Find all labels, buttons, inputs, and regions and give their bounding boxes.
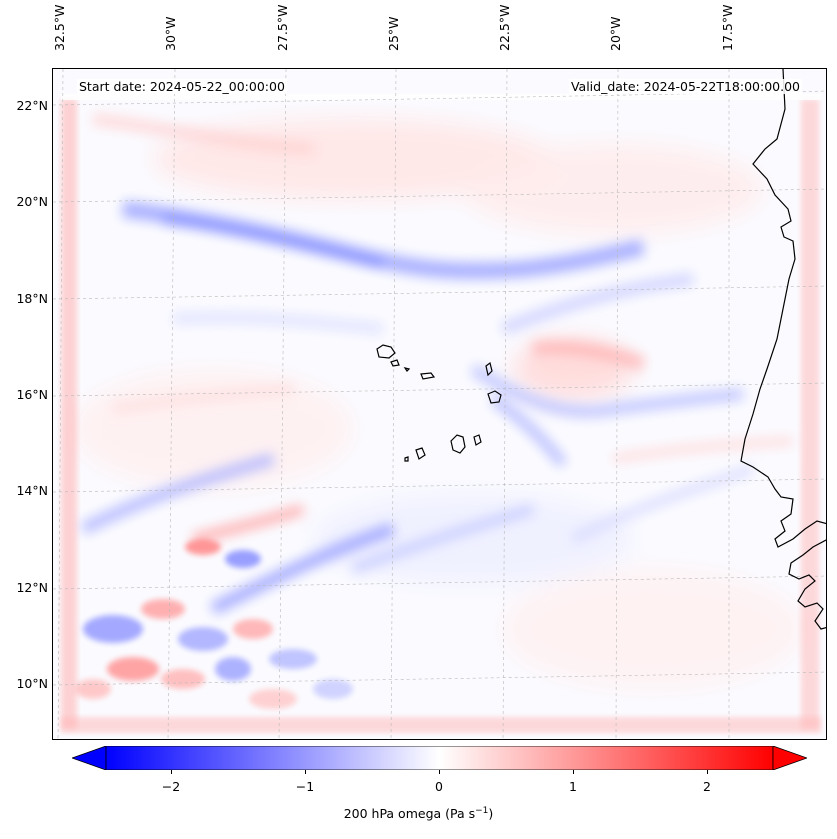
omega-field-map bbox=[53, 69, 826, 739]
lon-label-32-5w: 32.5°W bbox=[52, 4, 67, 51]
colorbar-tickmark bbox=[171, 770, 172, 774]
lon-label-17-5w: 17.5°W bbox=[720, 4, 735, 51]
downward-motion-bands bbox=[92, 113, 794, 544]
colorbar-gradient bbox=[105, 746, 774, 770]
colorbar-tickmark bbox=[305, 770, 306, 774]
lat-label-20n: 20°N bbox=[16, 194, 48, 209]
colorbar-extend-max bbox=[772, 746, 807, 770]
broad-anomalies bbox=[73, 119, 803, 689]
african-coastline bbox=[740, 69, 826, 630]
cape-verde-islands bbox=[376, 344, 502, 462]
start-date-label: Start date: 2024-05-22_00:00:00 bbox=[77, 79, 287, 94]
lon-label-22-5w: 22.5°W bbox=[497, 4, 512, 51]
lat-label-22n: 22°N bbox=[16, 98, 48, 113]
convective-noise-region bbox=[75, 539, 353, 709]
colorbar-extend-min bbox=[72, 746, 107, 770]
colorbar-tickmark bbox=[439, 770, 440, 774]
colorbar-tick-label: −1 bbox=[295, 779, 315, 794]
lat-label-14n: 14°N bbox=[16, 483, 48, 498]
valid-date-label: Valid_date: 2024-05-22T18:00:00.00 bbox=[568, 79, 802, 94]
colorbar bbox=[72, 746, 807, 770]
lon-label-25w: 25°W bbox=[386, 16, 401, 51]
colorbar-tick-label: −2 bbox=[161, 779, 181, 794]
upward-motion-bands bbox=[80, 201, 755, 615]
lat-label-12n: 12°N bbox=[16, 580, 48, 595]
colorbar-tickmark bbox=[707, 770, 708, 774]
lat-label-10n: 10°N bbox=[16, 676, 48, 691]
colorbar-tick-label: 0 bbox=[435, 779, 443, 794]
lon-label-27-5w: 27.5°W bbox=[275, 4, 290, 51]
colorbar-tick-label: 2 bbox=[703, 779, 711, 794]
colorbar-tick-label: 1 bbox=[569, 779, 577, 794]
boundary-zone bbox=[61, 94, 821, 733]
colorbar-tickmark bbox=[573, 770, 574, 774]
lat-label-16n: 16°N bbox=[16, 387, 48, 402]
lat-label-18n: 18°N bbox=[16, 291, 48, 306]
lon-label-20w: 20°W bbox=[608, 16, 623, 51]
colorbar-label: 200 hPa omega (Pa s−1) bbox=[343, 806, 494, 822]
lon-label-30w: 30°W bbox=[163, 16, 178, 51]
map-panel: Start date: 2024-05-22_00:00:00 Valid_da… bbox=[52, 68, 827, 740]
gridlines bbox=[53, 69, 826, 739]
